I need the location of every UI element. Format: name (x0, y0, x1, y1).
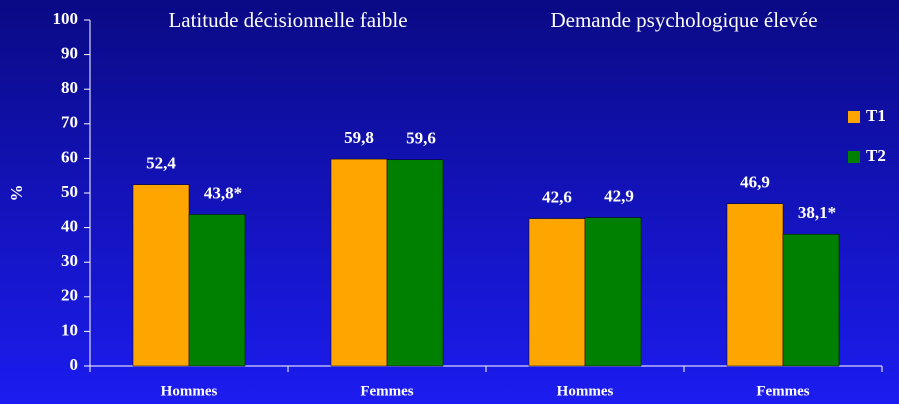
bar (188, 214, 246, 367)
bar (132, 184, 190, 367)
y-tick-label: 40 (61, 217, 78, 236)
value-label: 42,6 (542, 188, 572, 207)
value-label: 59,8 (344, 128, 374, 147)
legend-label: T2 (866, 146, 886, 165)
y-tick-label: 100 (53, 9, 79, 28)
y-tick-label: 90 (61, 44, 78, 63)
y-axis-label: % (7, 185, 26, 202)
y-tick-label: 70 (61, 113, 78, 132)
y-tick-label: 20 (61, 286, 78, 305)
value-label: 46,9 (740, 173, 770, 192)
bar (330, 158, 388, 367)
y-tick-label: 0 (70, 355, 79, 374)
x-tick-label: Hommes (557, 383, 614, 399)
x-tick-label: Hommes (161, 383, 218, 399)
legend-swatch (848, 111, 860, 123)
bar (726, 203, 784, 367)
bar (584, 217, 642, 367)
x-tick-label: Femmes (360, 383, 413, 399)
group-title: Demande psychologique élevée (550, 8, 817, 32)
y-tick-label: 50 (61, 182, 78, 201)
y-tick-label: 10 (61, 320, 78, 339)
y-tick-label: 80 (61, 78, 78, 97)
group-title: Latitude décisionnelle faible (168, 8, 407, 32)
y-tick-label: 60 (61, 147, 78, 166)
value-label: 43,8* (204, 183, 242, 202)
x-tick-label: Femmes (756, 383, 809, 399)
value-label: 42,9 (604, 186, 634, 205)
legend-label: T1 (866, 106, 886, 125)
value-label: 59,6 (406, 129, 436, 148)
bar (386, 159, 444, 367)
y-tick-label: 30 (61, 251, 78, 270)
value-label: 52,4 (146, 154, 176, 173)
value-label: 38,1* (798, 203, 836, 222)
bar (782, 233, 840, 367)
legend-swatch (848, 151, 860, 163)
bar (528, 218, 586, 367)
